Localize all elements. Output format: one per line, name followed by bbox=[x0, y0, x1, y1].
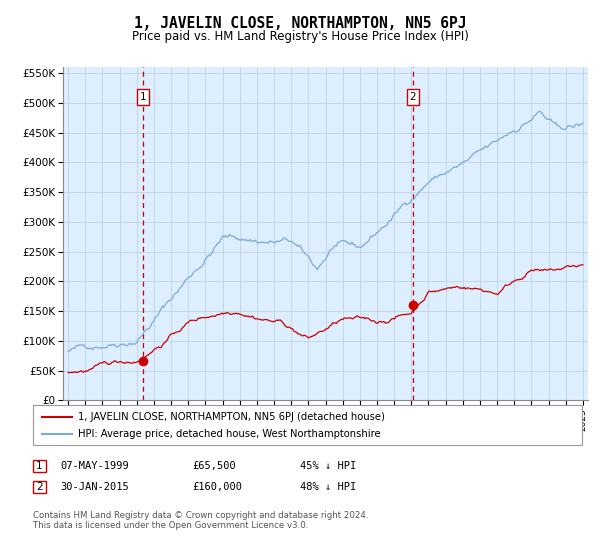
Text: 07-MAY-1999: 07-MAY-1999 bbox=[60, 461, 129, 471]
Text: 1: 1 bbox=[36, 461, 43, 471]
Text: £160,000: £160,000 bbox=[192, 482, 242, 492]
Text: Price paid vs. HM Land Registry's House Price Index (HPI): Price paid vs. HM Land Registry's House … bbox=[131, 30, 469, 43]
Text: 1: 1 bbox=[140, 92, 146, 102]
Text: 48% ↓ HPI: 48% ↓ HPI bbox=[300, 482, 356, 492]
Text: 1, JAVELIN CLOSE, NORTHAMPTON, NN5 6PJ: 1, JAVELIN CLOSE, NORTHAMPTON, NN5 6PJ bbox=[134, 16, 466, 31]
Text: 45% ↓ HPI: 45% ↓ HPI bbox=[300, 461, 356, 471]
Text: 2: 2 bbox=[36, 482, 43, 492]
Text: 2: 2 bbox=[409, 92, 416, 102]
Text: Contains HM Land Registry data © Crown copyright and database right 2024.
This d: Contains HM Land Registry data © Crown c… bbox=[33, 511, 368, 530]
Text: £65,500: £65,500 bbox=[192, 461, 236, 471]
Text: HPI: Average price, detached house, West Northamptonshire: HPI: Average price, detached house, West… bbox=[78, 429, 380, 439]
Text: 30-JAN-2015: 30-JAN-2015 bbox=[60, 482, 129, 492]
Text: 1, JAVELIN CLOSE, NORTHAMPTON, NN5 6PJ (detached house): 1, JAVELIN CLOSE, NORTHAMPTON, NN5 6PJ (… bbox=[78, 412, 385, 422]
